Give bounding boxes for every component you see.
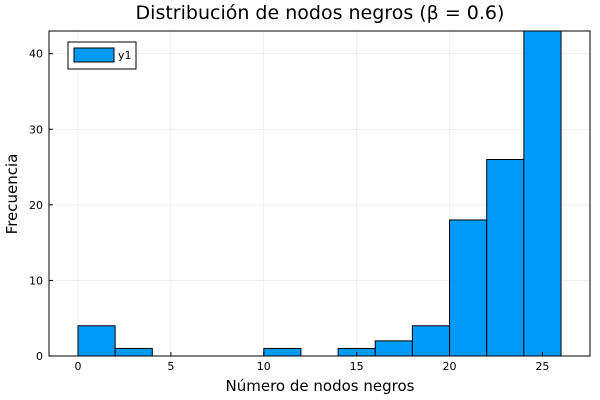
y-axis-label: Frecuencia bbox=[3, 154, 21, 235]
x-tick-label: 25 bbox=[535, 360, 549, 373]
chart-title: Distribución de nodos negros (β = 0.6) bbox=[136, 2, 505, 24]
plot-frame bbox=[48, 30, 591, 357]
x-tick-label: 20 bbox=[443, 360, 457, 373]
y-axis-ticks: 0 10 20 30 40 bbox=[29, 48, 53, 363]
x-tick-label: 10 bbox=[257, 360, 271, 373]
histogram-bar bbox=[77, 325, 116, 357]
histogram-bar bbox=[449, 219, 488, 357]
x-axis-ticks: 0 5 10 15 20 25 bbox=[74, 352, 549, 373]
histogram-bar bbox=[523, 30, 562, 357]
histogram-bar bbox=[486, 158, 525, 357]
histogram-bars bbox=[77, 30, 562, 357]
x-axis-label: Número de nodos negros bbox=[226, 377, 415, 395]
legend-entry-y1: y1 bbox=[118, 49, 132, 62]
x-tick-label: 0 bbox=[74, 360, 81, 373]
histogram-bar bbox=[411, 325, 451, 357]
y-tick-label: 30 bbox=[29, 123, 43, 136]
y-tick-label: 40 bbox=[29, 48, 43, 61]
y-tick-label: 10 bbox=[29, 274, 43, 287]
histogram-bar bbox=[114, 347, 153, 357]
legend-swatch bbox=[73, 47, 115, 63]
x-tick-label: 15 bbox=[350, 360, 364, 373]
histogram-bar bbox=[263, 347, 302, 357]
y-tick-label: 0 bbox=[36, 350, 43, 363]
histogram-bar bbox=[374, 340, 413, 357]
y-tick-label: 20 bbox=[29, 199, 43, 212]
x-tick-label: 5 bbox=[167, 360, 174, 373]
legend: y1 bbox=[67, 41, 137, 70]
